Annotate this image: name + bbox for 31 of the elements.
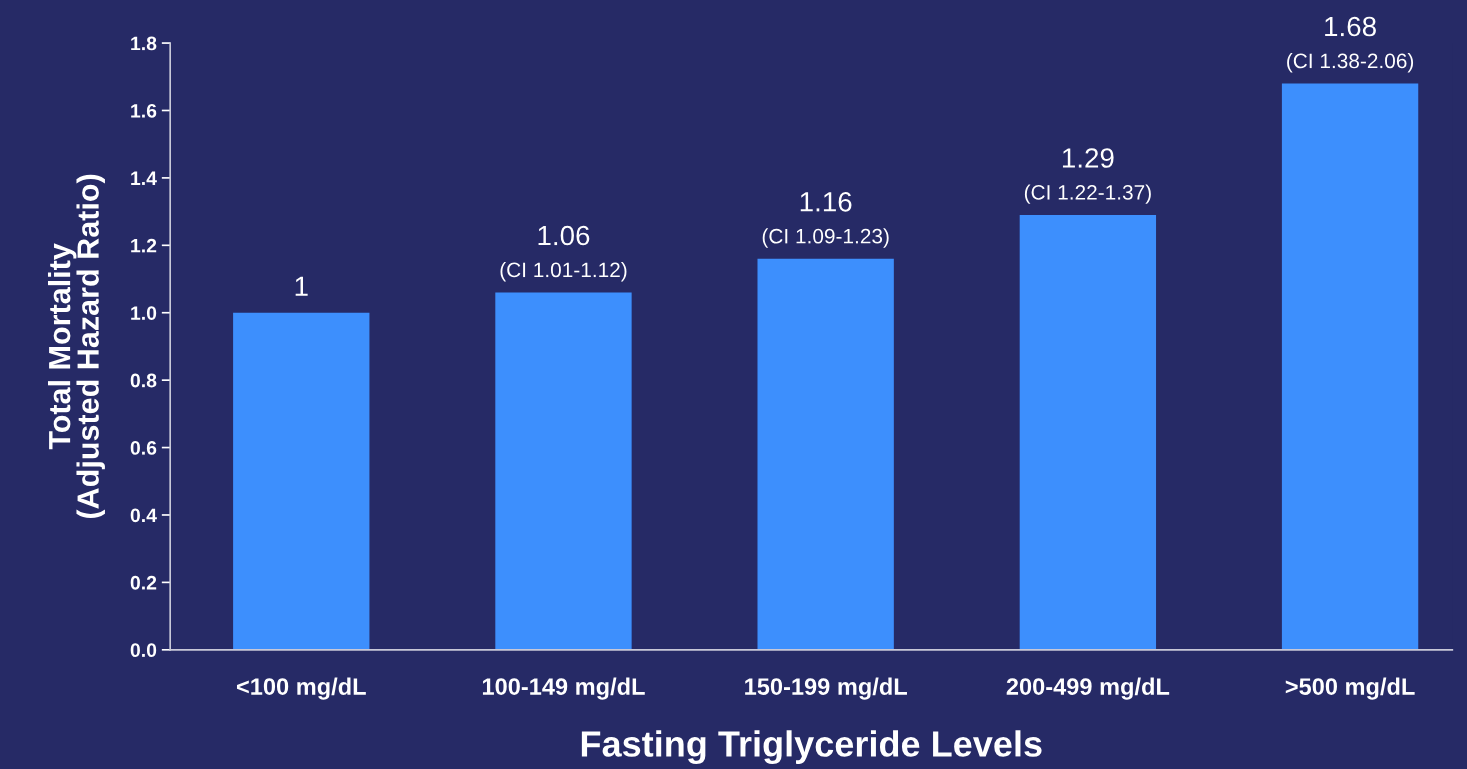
y-tick-label: 1.6 [131, 103, 157, 118]
bar [233, 312, 370, 650]
x-tick-label: 150-199 mg/dL [745, 677, 907, 700]
x-tick-label: 200-499 mg/dL [1006, 677, 1170, 700]
data-label: 1.29 [1062, 148, 1114, 168]
bar [1281, 83, 1419, 650]
bar [495, 292, 632, 650]
data-label: 1.06 [538, 225, 590, 246]
annotation: (CI 1.38-2.06) [1287, 52, 1414, 73]
data-label: 1 [295, 276, 308, 296]
bar [757, 258, 894, 650]
x-tick-label: <100 mg/dL [236, 677, 366, 700]
bar [1019, 214, 1157, 650]
x-tick-label: >500 mg/dL [1285, 677, 1415, 700]
y-tick-label: 0.2 [130, 575, 157, 590]
x-tick-label: 100-149 mg/dL [482, 677, 645, 700]
x-axis-title: Fasting Triglyceride Levels [581, 730, 1042, 765]
annotation: (CI 1.09-1.23) [762, 228, 889, 248]
y-tick-label: 1.2 [131, 238, 157, 253]
y-tick-label: 1.4 [131, 171, 157, 185]
y-tick-label: 0.4 [130, 508, 157, 523]
y-tick-label: 1.0 [131, 306, 157, 320]
y-tick-label: 0.0 [130, 643, 157, 658]
data-label: 1.16 [800, 191, 852, 212]
annotation: (CI 1.22-1.37) [1024, 184, 1151, 204]
y-tick-label: 1.8 [131, 36, 157, 51]
data-label: 1.68 [1325, 16, 1376, 37]
y-tick-label: 0.8 [130, 373, 157, 388]
y-axis-title: Total Mortality (Adjusted Hazard Ratio) [47, 174, 105, 519]
y-tick-label: 0.6 [130, 441, 157, 455]
annotation: (CI 1.01-1.12) [500, 261, 627, 282]
